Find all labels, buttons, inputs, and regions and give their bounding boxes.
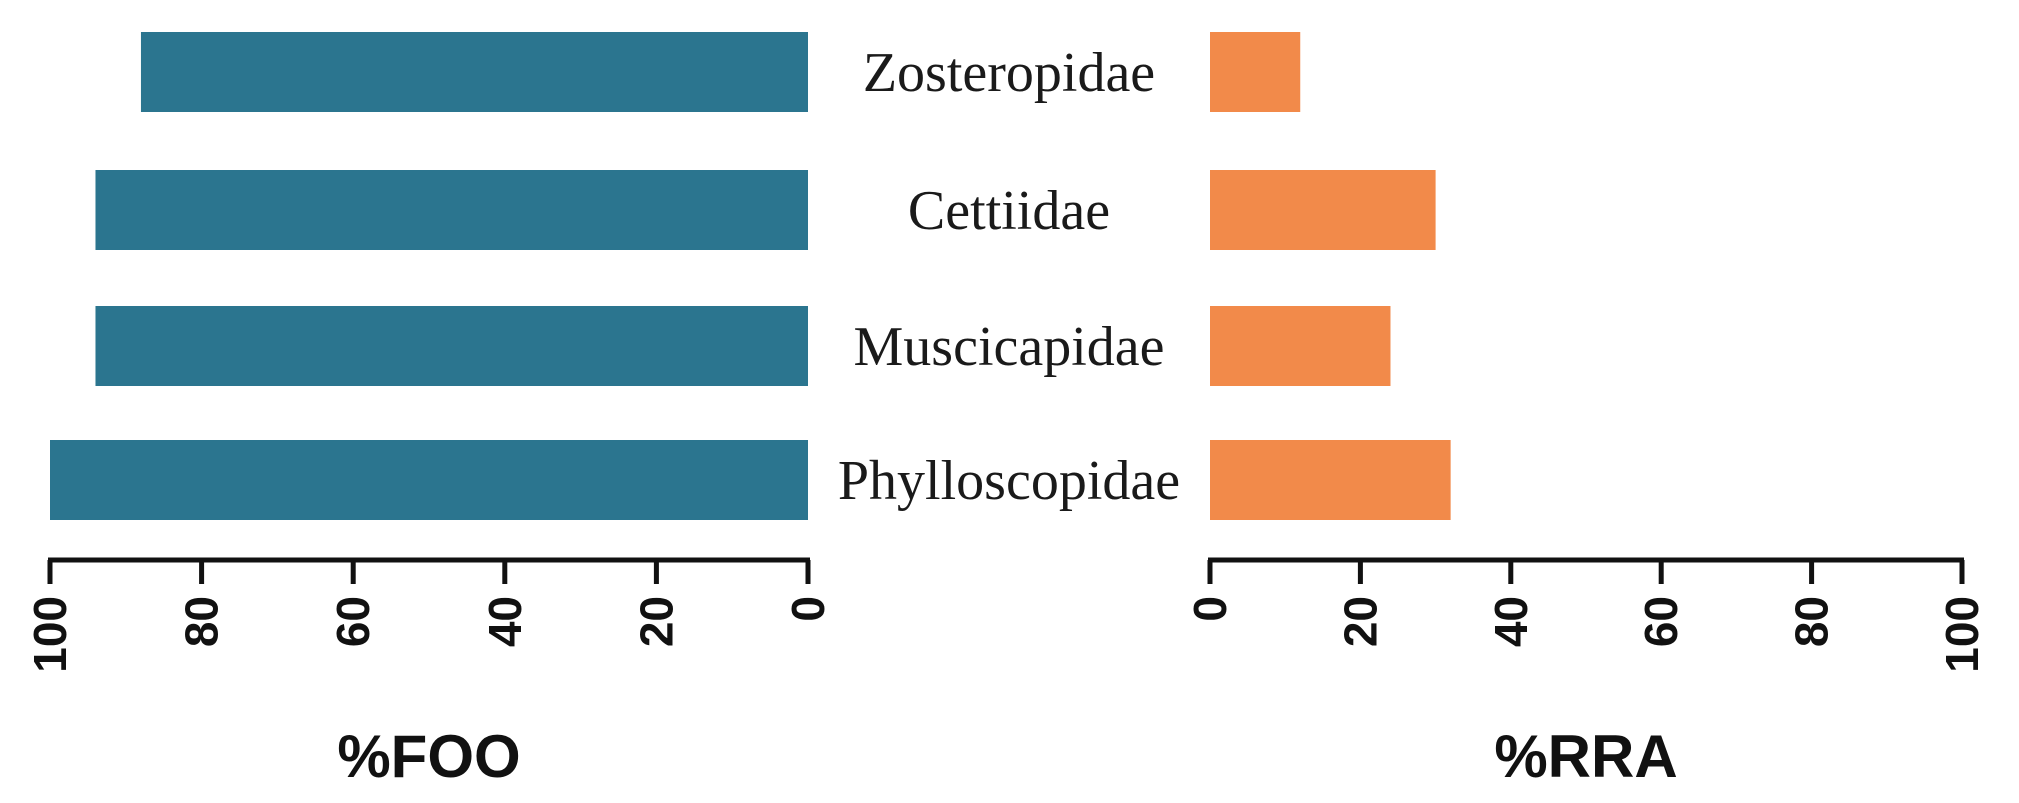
- category-label-phylloscopidae: Phylloscopidae: [838, 450, 1180, 512]
- foo-axis-line: [47, 557, 811, 584]
- rra-tick-label-0: 0: [1184, 596, 1236, 622]
- foo-tick-label-60: 60: [327, 596, 379, 647]
- rra-bar-zosteropidae: [1210, 32, 1301, 112]
- category-label-cettiidae: Cettiidae: [908, 180, 1110, 242]
- foo-axis-ticks: 0 20 40 60 80 100: [24, 596, 834, 673]
- foo-tick-label-0: 0: [782, 596, 834, 622]
- rra-bar-cettiidae: [1210, 170, 1436, 250]
- foo-bars-group: [50, 32, 809, 520]
- foo-bar-zosteropidae: [140, 32, 808, 112]
- rra-tick-label-100: 100: [1936, 596, 1988, 673]
- foo-bar-cettiidae: [95, 170, 809, 250]
- foo-axis-title: %FOO: [337, 723, 520, 790]
- rra-axis: 0 20 40 60 80 100 %RRA: [1184, 557, 1988, 790]
- rra-tick-label-20: 20: [1334, 596, 1386, 647]
- rra-bars-group: [1210, 32, 1451, 520]
- foo-bar-phylloscopidae: [50, 440, 808, 520]
- category-label-zosteropidae: Zosteropidae: [863, 42, 1155, 104]
- rra-tick-label-40: 40: [1485, 596, 1537, 647]
- category-labels-group: Zosteropidae Cettiidae Muscicapidae Phyllos…: [838, 42, 1180, 512]
- rra-tick-label-60: 60: [1635, 596, 1687, 647]
- rra-bar-muscicapidae: [1210, 306, 1391, 386]
- foo-tick-label-80: 80: [176, 596, 228, 647]
- rra-axis-line: [1207, 557, 1965, 584]
- foo-axis: 0 20 40 60 80 100 %FOO: [24, 557, 834, 790]
- foo-tick-label-20: 20: [630, 596, 682, 647]
- rra-axis-ticks: 0 20 40 60 80 100: [1184, 596, 1988, 673]
- rra-axis-title: %RRA: [1494, 723, 1677, 790]
- category-label-muscicapidae: Muscicapidae: [854, 316, 1165, 378]
- rra-bar-phylloscopidae: [1210, 440, 1451, 520]
- foo-bar-muscicapidae: [95, 306, 809, 386]
- foo-tick-label-100: 100: [24, 596, 76, 673]
- foo-tick-label-40: 40: [479, 596, 531, 647]
- rra-tick-label-80: 80: [1786, 596, 1838, 647]
